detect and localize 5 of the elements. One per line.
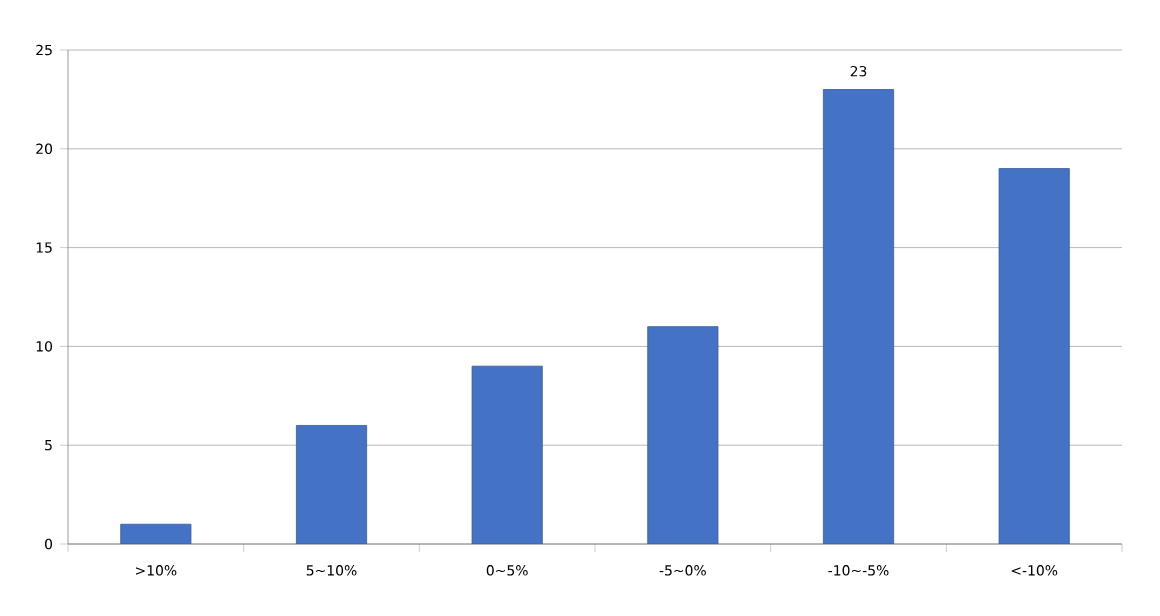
bar <box>471 365 543 544</box>
bar <box>822 89 895 544</box>
bar <box>295 425 368 544</box>
bar <box>998 168 1070 544</box>
bar <box>647 326 719 544</box>
